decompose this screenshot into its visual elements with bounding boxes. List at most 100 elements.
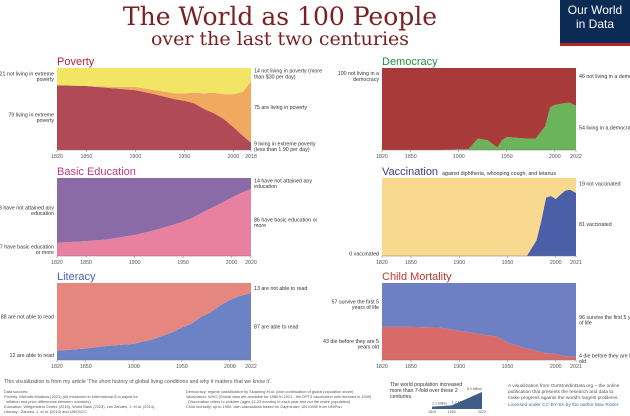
left-label: 57 survive the first 5 years of life: [332, 300, 379, 312]
left-label: 17 have basic education or more: [0, 244, 54, 256]
literacy-title: Literacy: [57, 271, 96, 283]
x-tick-label: 2000: [226, 260, 238, 266]
left-label: 21 not living in extreme poverty: [0, 72, 54, 84]
right-label: 86 have basic education or more: [254, 217, 318, 229]
data-sources-middle: Democracy: regime classification by Skaa…: [186, 389, 372, 409]
x-tick-label: 1850: [80, 364, 92, 370]
license-link[interactable]: Licensed under CC-BY-SA by the author Ma…: [508, 403, 620, 408]
x-tick-label: 1900: [453, 260, 465, 266]
x-tick-label: 1850: [405, 364, 417, 370]
population-area: [432, 392, 482, 409]
child-mortality-area-1: [382, 283, 576, 357]
x-tick-label: 2022: [570, 154, 582, 160]
population-label: 8.0 billion: [467, 387, 482, 391]
x-tick-label: 1850: [80, 260, 92, 266]
x-tick-label: 1850: [405, 154, 417, 160]
left-label: 88 are not able to read: [1, 315, 54, 321]
right-label: 19 not vaccinated: [579, 181, 621, 187]
right-label: 54 living in a democracy: [579, 126, 630, 132]
x-tick-label: 2018: [245, 154, 257, 160]
footer-intro: This visualization is from my article 'T…: [4, 379, 272, 385]
x-tick-label: 2021: [570, 260, 582, 266]
x-tick-label: 2000: [550, 364, 562, 370]
left-label: 43 die before they are 5 years old: [323, 339, 379, 351]
left-label: 0 vaccinated: [349, 251, 379, 257]
x-tick-label: 1820: [376, 154, 388, 160]
x-tick-label: 1850: [405, 260, 417, 266]
x-tick-label: 1950: [177, 260, 189, 266]
right-label: 13 are not able to read: [254, 286, 307, 292]
x-tick-label: 1950: [502, 364, 514, 370]
population-year: 1900: [448, 410, 456, 414]
education-area-1: [57, 178, 251, 243]
poverty-title: Poverty: [57, 56, 95, 68]
x-tick-label: 1950: [502, 260, 514, 266]
x-tick-label: 1900: [453, 364, 465, 370]
x-tick-label: 2021: [570, 364, 582, 370]
panel-literacy: 1820 1850 1900 1950 2000 2022 Literacy 88 are n…: [1, 271, 308, 370]
population-inset: 1.1 billion 1.7 billion 8.0 billion 1820 190…: [428, 387, 486, 414]
literacy-area-1: [57, 283, 251, 351]
owid-logo[interactable]: Our World in Data: [560, 0, 630, 46]
x-tick-label: 2022: [245, 364, 257, 370]
x-tick-label: 1820: [376, 260, 388, 266]
x-tick-label: 1820: [51, 364, 63, 370]
child-mortality-title: Child Mortality: [382, 271, 452, 283]
democracy-title: Democracy: [382, 56, 438, 68]
x-tick-label: 1950: [501, 154, 513, 160]
vaccination-area-1: [382, 178, 576, 256]
child-mortality-area-0: [382, 326, 576, 360]
x-tick-label: 1950: [176, 364, 188, 370]
population-year: 2022: [478, 410, 486, 414]
right-label: 87 are able to read: [254, 324, 299, 330]
right-label: 14 have not attained any education: [254, 178, 312, 190]
literacy-area-0: [57, 293, 251, 360]
left-label: 79 living in extreme poverty: [8, 113, 54, 125]
population-label: 1.1 billion: [432, 402, 447, 406]
left-label: 100 not living in a democracy: [338, 71, 380, 83]
education-title: Basic Education: [57, 166, 136, 178]
left-label: 12 are able to read: [10, 353, 55, 359]
panel-education: 1820 1850 1900 1950 2000 2020 Basic Education 8…: [0, 166, 318, 266]
vaccination-area-0: [382, 189, 576, 256]
right-label: 75 are living in poverty: [254, 105, 307, 111]
poverty-area-1: [57, 81, 251, 143]
right-label: 14 not living in poverty (more than $30 p…: [254, 69, 322, 81]
page-subtitle: over the last two centuries: [150, 28, 410, 50]
population-label: 1.7 billion: [452, 400, 467, 404]
x-tick-label: 2000: [224, 364, 236, 370]
right-label: 46 not living in a democracy: [579, 74, 630, 80]
data-sources-left: Data sources: Poverty: Michalis Moatsos …: [4, 389, 156, 414]
x-tick-label: 1820: [376, 364, 388, 370]
x-tick-label: 1820: [51, 154, 63, 160]
logo-line-2: in Data: [575, 17, 615, 31]
x-tick-label: 1850: [80, 154, 92, 160]
x-tick-label: 1900: [453, 154, 465, 160]
vaccination-title: Vaccination against diphtheria, whooping …: [382, 166, 556, 178]
chart-note: against diphtheria, whooping cough, and …: [442, 171, 556, 177]
x-tick-label: 1820: [51, 260, 63, 266]
population-inset-caption: The world population increased more than…: [390, 382, 463, 400]
x-tick-label: 2000: [227, 154, 239, 160]
x-tick-label: 1950: [178, 154, 190, 160]
democracy-area-0: [382, 102, 576, 150]
x-tick-label: 2020: [245, 260, 257, 266]
panel-vaccination: 1820 1850 1900 1950 2000 2021 Vaccination again…: [349, 166, 620, 266]
x-tick-label: 1900: [129, 260, 141, 266]
democracy-area-1: [382, 68, 576, 150]
footer-credit: A visualization from OurWorldinData.org …: [508, 384, 626, 409]
logo-line-1: Our World: [567, 3, 623, 17]
x-tick-label: 1900: [129, 154, 141, 160]
education-area-0: [57, 188, 251, 256]
page-title: The World as 100 People: [122, 2, 438, 31]
footer-credit-text: A visualization from OurWorldinData.org …: [508, 384, 620, 401]
poverty-area-0: [57, 85, 251, 150]
x-tick-label: 2000: [550, 260, 562, 266]
right-label: 9 living in extreme poverty (less than 1.…: [254, 141, 316, 153]
